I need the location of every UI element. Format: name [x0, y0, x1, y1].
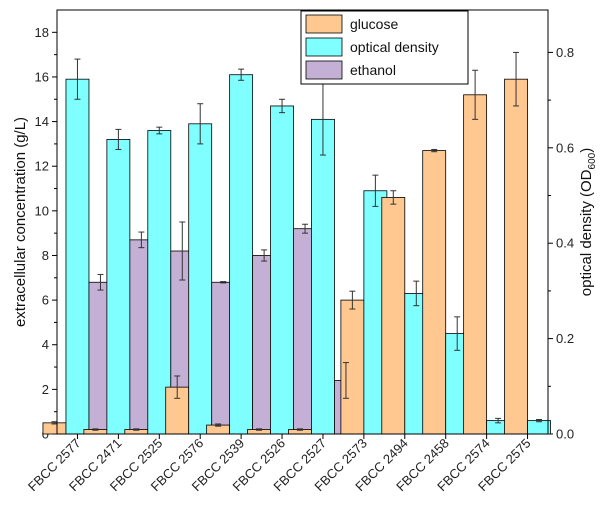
legend-swatch-optical-density [305, 37, 343, 57]
legend-swatch-glucose [305, 14, 343, 34]
y-axis-title: extracellular concentration (g/L) [12, 117, 29, 327]
legend-label-ethanol: ethanol [350, 62, 396, 78]
y2-axis-title-main: optical density (OD [578, 169, 595, 296]
bar-optical-density [229, 74, 254, 435]
y-tick-label: 14 [35, 114, 49, 129]
y-tick-label: 16 [35, 69, 49, 84]
y2-tick-label: 0.6 [556, 140, 574, 155]
bar-glucose [422, 150, 447, 435]
legend-label-optical-density: optical density [350, 39, 439, 55]
bar-optical-density [65, 78, 90, 435]
y2-tick-label: 0.2 [556, 331, 574, 346]
bar-optical-density [311, 118, 335, 435]
bar-glucose [340, 299, 365, 435]
bar-glucose [463, 94, 488, 435]
y2-tick-label: 0.8 [556, 45, 574, 60]
y-tick-label: 6 [42, 293, 49, 308]
bar-optical-density [270, 105, 294, 435]
legend-label-glucose: glucose [350, 16, 398, 32]
y-tick-label: 18 [35, 25, 49, 40]
y2-axis-title-close: ) [578, 148, 595, 153]
y2-tick-label: 0.4 [556, 236, 574, 251]
plot-frame [56, 9, 549, 435]
bar-optical-density [188, 123, 213, 435]
y2-tick-label: 0.0 [556, 427, 574, 442]
errorbar-layer [51, 51, 543, 431]
legend-swatch-ethanol [305, 60, 343, 80]
y-tick-label: 12 [35, 159, 49, 174]
bar-layer [42, 74, 551, 435]
bar-glucose [504, 78, 528, 435]
y2-axis-title-sub: 600 [587, 152, 598, 169]
bar-glucose [42, 422, 67, 435]
bar-optical-density [527, 420, 551, 435]
y-tick-label: 8 [42, 248, 49, 263]
bar-glucose [381, 197, 406, 435]
y-tick-label: 4 [42, 337, 49, 352]
bar-optical-density [106, 139, 131, 435]
legend: glucose optical density ethanol [300, 10, 469, 85]
y-tick-label: 10 [35, 203, 49, 218]
y2-axis-title: optical density (OD600) [578, 148, 598, 296]
y-tick-label: 2 [42, 382, 49, 397]
